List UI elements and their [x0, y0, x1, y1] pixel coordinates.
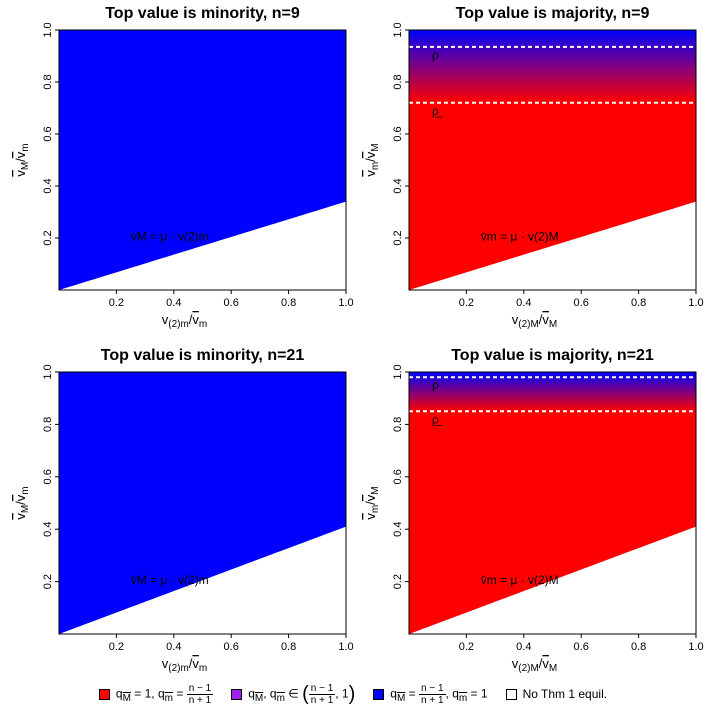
x-tick-label: 0.2 — [109, 641, 124, 653]
boundary-annotation: v̄m = μ · v(2)M — [481, 230, 559, 244]
x-tick-label: 0.8 — [631, 297, 646, 309]
x-tick-label: 0.2 — [459, 641, 474, 653]
y-tick-label: 0.6 — [42, 469, 54, 484]
chart-title: Top value is minority, n=21 — [101, 347, 305, 364]
region-below — [409, 201, 696, 290]
x-tick-label: 0.2 — [109, 297, 124, 309]
y-tick-label: 0.8 — [392, 417, 404, 432]
y-tick-label: 1.0 — [42, 364, 54, 379]
x-tick-label: 0.4 — [516, 297, 531, 309]
dashed-line-label: ρ — [432, 48, 439, 62]
dashed-line-label: ρ̲ — [432, 412, 443, 426]
y-tick-label: 0.6 — [42, 126, 54, 141]
boundary-annotation: v̄M = μ · v(2)m — [131, 230, 209, 244]
plot-frame — [408, 371, 697, 635]
gradient-band — [409, 372, 696, 412]
boundary-annotation: v̄M = μ · v(2)m — [131, 573, 209, 587]
dashed-line-label: ρ — [432, 378, 439, 392]
y-tick-label: 0.8 — [392, 74, 404, 89]
legend-swatch-white — [505, 688, 517, 700]
y-axis-label: vm/vM — [363, 486, 381, 519]
x-tick-label: 1.0 — [688, 297, 703, 309]
chart-title: Top value is majority, n=9 — [456, 5, 650, 22]
chart-title: Top value is majority, n=21 — [451, 347, 654, 364]
y-tick-label: 0.6 — [392, 469, 404, 484]
dashed-line-label: ρ̲ — [432, 104, 443, 118]
y-tick-label: 1.0 — [392, 364, 404, 379]
x-tick-label: 0.4 — [516, 641, 531, 653]
x-tick-label: 1.0 — [688, 641, 703, 653]
legend-swatch-red — [98, 688, 110, 700]
x-tick-label: 0.8 — [281, 641, 296, 653]
y-tick-label: 1.0 — [42, 22, 54, 37]
boundary-annotation: v̄m = μ · v(2)M — [481, 573, 559, 587]
x-tick-label: 1.0 — [338, 297, 353, 309]
x-axis-label: v(2)M/vM — [512, 312, 558, 330]
y-tick-label: 0.4 — [392, 178, 404, 193]
x-tick-label: 1.0 — [338, 641, 353, 653]
x-tick-label: 0.6 — [574, 297, 589, 309]
y-tick-label: 0.2 — [42, 574, 54, 589]
x-axis-label: v(2)m/vm — [162, 656, 208, 674]
y-tick-label: 0.2 — [42, 230, 54, 245]
y-tick-label: 0.6 — [392, 126, 404, 141]
region-below — [59, 201, 346, 290]
gradient-band — [409, 30, 696, 103]
y-tick-label: 0.4 — [392, 522, 404, 537]
y-tick-label: 0.2 — [392, 230, 404, 245]
x-tick-label: 0.4 — [166, 641, 181, 653]
y-tick-label: 0.4 — [42, 522, 54, 537]
plot-frame — [408, 29, 697, 291]
y-axis-label: vM/vm — [13, 486, 31, 519]
region-below — [59, 526, 346, 634]
chart-title: Top value is minority, n=9 — [105, 5, 300, 22]
x-tick-label: 0.8 — [631, 641, 646, 653]
x-tick-label: 0.6 — [224, 641, 239, 653]
x-tick-label: 0.2 — [459, 297, 474, 309]
x-tick-label: 0.4 — [166, 297, 181, 309]
x-tick-label: 0.8 — [281, 297, 296, 309]
y-tick-label: 0.2 — [392, 574, 404, 589]
x-axis-label: v(2)m/vm — [162, 312, 208, 330]
legend-swatch-purple — [231, 688, 243, 700]
x-axis-label: v(2)M/vM — [512, 656, 558, 674]
legend-label-white: No Thm 1 equil. — [522, 687, 608, 701]
y-tick-label: 0.8 — [42, 417, 54, 432]
plot-frame — [58, 371, 347, 635]
legend-item-white: No Thm 1 equil. — [505, 687, 608, 701]
x-tick-label: 0.6 — [574, 641, 589, 653]
region-below — [409, 526, 696, 634]
figure: Top value is minority, n=9 0.2 0.4 0.6 0.8 1.… — [13, 5, 704, 674]
y-axis-label: vM/vm — [13, 143, 31, 176]
y-tick-label: 0.8 — [42, 74, 54, 89]
legend-swatch-blue — [373, 688, 385, 700]
y-tick-label: 1.0 — [392, 22, 404, 37]
y-tick-label: 0.4 — [42, 178, 54, 193]
plot-frame — [58, 29, 347, 291]
y-axis-label: vm/vM — [363, 143, 381, 176]
x-tick-label: 0.6 — [224, 297, 239, 309]
